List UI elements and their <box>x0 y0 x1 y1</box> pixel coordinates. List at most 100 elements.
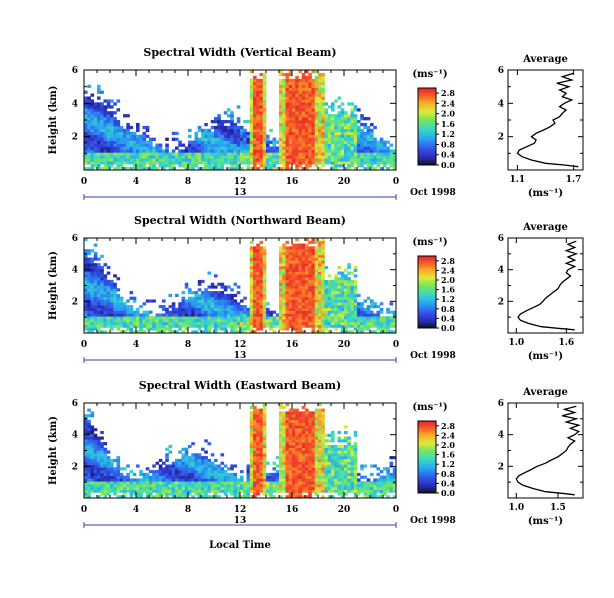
heatmap-cell <box>188 489 192 493</box>
heatmap-cell <box>87 125 91 130</box>
heatmap-cell <box>246 470 251 474</box>
heatmap-cell <box>87 307 91 311</box>
heatmap-cell <box>194 467 199 471</box>
heatmap-cell <box>249 131 254 136</box>
heatmap-cell <box>347 324 351 328</box>
heatmap-cell <box>262 161 267 165</box>
heatmap-cell <box>246 131 251 136</box>
heatmap-cell <box>253 99 257 103</box>
heatmap-cell <box>321 263 325 267</box>
heatmap-cell <box>379 158 384 162</box>
heatmap-cell <box>158 158 163 162</box>
heatmap-cell <box>363 137 368 141</box>
heatmap-cell <box>100 268 104 272</box>
heatmap-cell <box>253 447 257 451</box>
heatmap-cell <box>288 464 293 468</box>
heatmap-cell <box>116 120 121 124</box>
heatmap-cell <box>321 87 325 91</box>
heatmap-cell <box>337 134 342 138</box>
heatmap-cell <box>305 458 309 463</box>
heatmap-cell <box>314 125 319 130</box>
colorbar-swatch <box>418 261 436 264</box>
heatmap-cell <box>100 291 104 295</box>
heatmap-cell <box>288 254 293 258</box>
heatmap-cell <box>249 330 254 334</box>
heatmap-cell <box>184 319 189 323</box>
heatmap-cell <box>256 439 260 443</box>
heatmap-cell <box>285 277 290 281</box>
heatmap-cell <box>178 319 182 323</box>
heatmap-cell <box>103 285 108 289</box>
heatmap-cell <box>253 456 257 460</box>
heatmap-cell <box>97 484 101 488</box>
heatmap-cell <box>249 84 254 88</box>
heatmap-cell <box>344 302 348 306</box>
heatmap-cell <box>106 313 111 317</box>
heatmap-cell <box>285 422 290 426</box>
heatmap-cell <box>90 456 95 460</box>
heatmap-cell <box>285 268 290 272</box>
heatmap-cell <box>344 321 348 325</box>
heatmap-cell <box>90 472 95 476</box>
heatmap-cell <box>285 419 290 423</box>
heatmap-cell <box>337 307 342 311</box>
heatmap-cell <box>298 313 303 317</box>
heatmap-cell <box>253 495 257 499</box>
heatmap-cell <box>123 167 127 171</box>
heatmap-cell <box>314 134 319 138</box>
heatmap-cell <box>259 279 264 284</box>
heatmap-cell <box>314 299 319 303</box>
heatmap-cell <box>204 478 208 482</box>
heatmap-cell <box>87 263 91 267</box>
heatmap-cell <box>331 155 335 159</box>
heatmap-cell <box>321 164 325 168</box>
heatmap-cell <box>197 296 202 300</box>
heatmap-cell <box>256 293 260 298</box>
heatmap-cell <box>119 319 124 323</box>
heatmap-cell <box>126 167 130 171</box>
heatmap-cell <box>204 313 208 317</box>
heatmap-cell <box>155 319 160 323</box>
heatmap-cell <box>282 99 286 103</box>
heatmap-cell <box>305 461 309 465</box>
heatmap-cell <box>168 467 173 471</box>
heatmap-cell <box>366 155 371 159</box>
heatmap-cell <box>243 140 247 144</box>
heatmap-cell <box>295 293 299 298</box>
heatmap-cell <box>249 249 254 253</box>
heatmap-cell <box>386 327 390 331</box>
heatmap-cell <box>103 302 108 306</box>
heatmap-cell <box>344 327 348 331</box>
heatmap-cell <box>327 324 332 328</box>
heatmap-cell <box>295 238 299 242</box>
heatmap-cell <box>84 458 88 463</box>
heatmap-cell <box>259 137 264 141</box>
heatmap-cell <box>87 430 91 435</box>
colorbar-swatch <box>418 259 436 262</box>
heatmap-cell <box>288 478 293 482</box>
heatmap-cell <box>340 296 345 300</box>
heatmap-cell <box>269 146 273 150</box>
heatmap-cell <box>100 140 104 144</box>
heatmap-cell <box>347 164 351 168</box>
heatmap-cell <box>321 313 325 317</box>
heatmap-cell <box>243 149 247 153</box>
heatmap-cell <box>301 125 306 130</box>
heatmap-cell <box>360 143 364 147</box>
heatmap-cell <box>288 128 293 133</box>
heatmap-cell <box>327 296 332 300</box>
heatmap-cell <box>282 102 286 106</box>
heatmap-cell <box>288 120 293 124</box>
heatmap-cell <box>318 99 322 103</box>
heatmap-cell <box>285 108 290 112</box>
heatmap-cell <box>298 93 303 97</box>
heatmap-cell <box>282 316 286 320</box>
heatmap-cell <box>279 319 283 323</box>
heatmap-cell <box>266 161 270 165</box>
heatmap-cell <box>295 439 299 443</box>
heatmap-cell <box>243 161 247 165</box>
heatmap-cell <box>90 327 95 331</box>
heatmap-cell <box>282 456 286 460</box>
heatmap-cell <box>240 475 244 479</box>
heatmap-cell <box>246 316 251 320</box>
